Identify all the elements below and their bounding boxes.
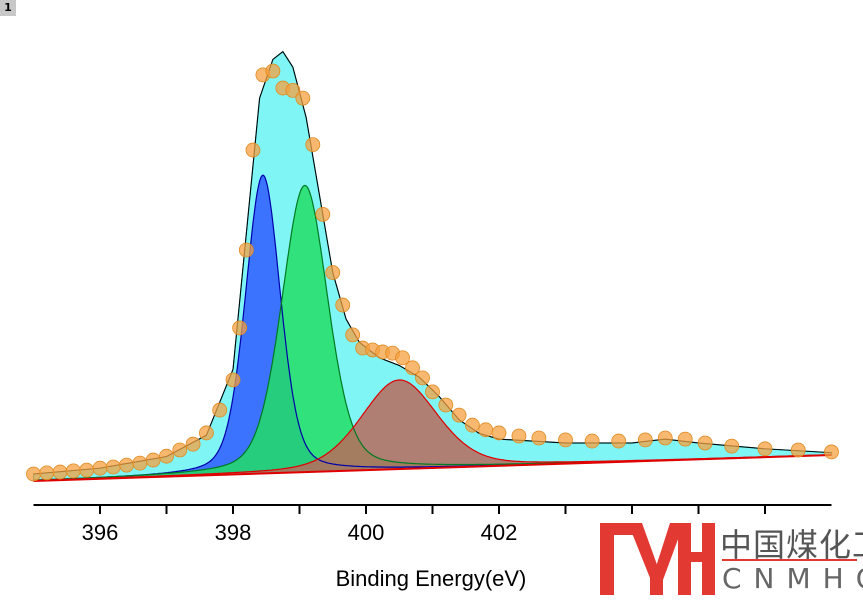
data-point (611, 433, 627, 449)
data-point (335, 297, 351, 313)
data-point (315, 206, 331, 222)
data-point (451, 407, 467, 423)
data-point (697, 435, 713, 451)
data-point (425, 384, 440, 400)
data-point (132, 455, 148, 471)
data-point (225, 372, 241, 388)
x-tick-label: 402 (481, 520, 518, 545)
x-tick-label: 400 (348, 520, 385, 545)
data-point (345, 327, 361, 343)
x-tick-label: 398 (215, 520, 252, 545)
data-point (105, 459, 121, 475)
data-point (39, 465, 55, 481)
data-point (395, 350, 410, 366)
x-tick-label: 396 (82, 520, 119, 545)
data-point (198, 425, 214, 441)
data-point (172, 442, 188, 458)
data-point (824, 444, 839, 460)
logo-mark-icon (600, 523, 715, 595)
x-axis-label: Binding Energy(eV) (336, 566, 527, 591)
data-point (159, 448, 174, 464)
data-point (677, 431, 693, 447)
data-point (790, 442, 806, 458)
data-point (79, 462, 95, 478)
data-point (637, 432, 653, 448)
data-point (238, 242, 254, 258)
data-point (478, 422, 494, 438)
data-point (52, 464, 68, 480)
data-point (245, 142, 261, 158)
data-point (511, 428, 527, 444)
data-point (491, 425, 507, 441)
data-point (285, 82, 301, 98)
data-point (531, 430, 547, 446)
data-point (265, 63, 281, 79)
peak-1-area (33, 175, 832, 481)
baseline-line (33, 454, 832, 482)
data-point (26, 466, 41, 482)
data-point (325, 265, 341, 280)
data-point (405, 360, 420, 376)
data-point (438, 397, 454, 413)
peak-3-area (33, 380, 832, 481)
data-point (185, 436, 201, 452)
data-point (92, 460, 108, 476)
data-point (66, 463, 81, 479)
figure-number-badge: 1 (0, 0, 16, 16)
data-point (295, 90, 311, 106)
data-point (212, 402, 228, 418)
data-point (119, 457, 134, 473)
data-point (657, 430, 673, 446)
data-point (415, 370, 430, 386)
data-point (558, 432, 573, 448)
data-point (757, 441, 773, 457)
logo-text-en: CNMHG (722, 562, 863, 595)
data-point (232, 320, 248, 336)
data-point (724, 438, 740, 454)
data-point (584, 433, 600, 449)
cnmhg-logo: 中国煤化工 CNMHG (598, 518, 863, 598)
data-point (145, 452, 161, 468)
logo-text-cn: 中国煤化工 (720, 526, 863, 564)
data-point (464, 417, 480, 433)
logo-divider (722, 559, 857, 561)
data-point (305, 137, 321, 153)
